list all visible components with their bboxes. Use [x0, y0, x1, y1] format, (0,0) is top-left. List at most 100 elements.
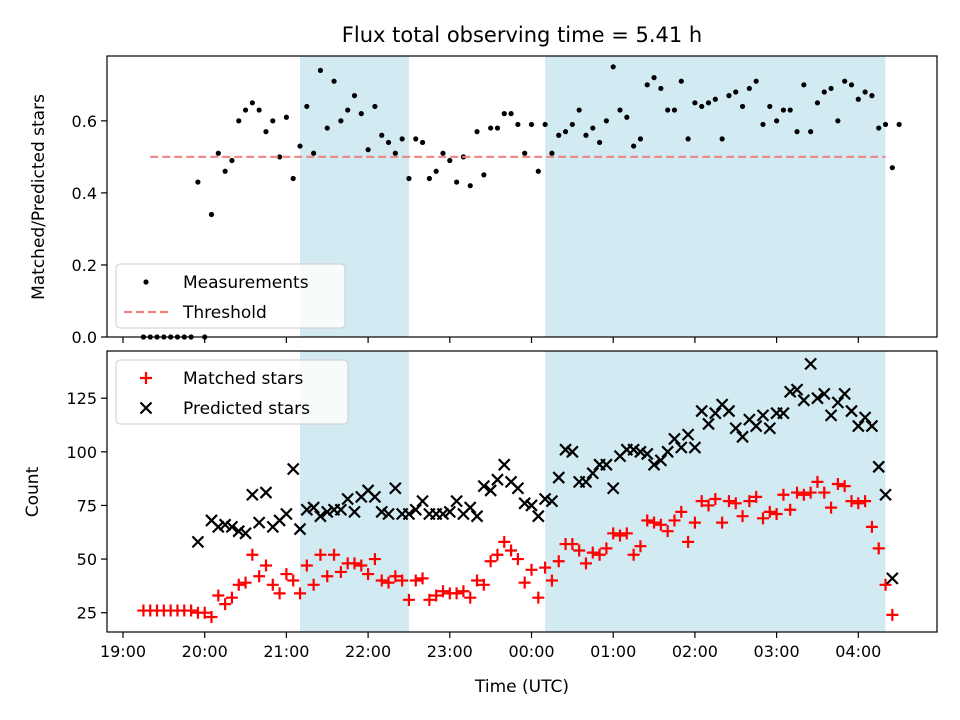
- measurement-point: [814, 100, 821, 106]
- matched-star-point: [545, 574, 558, 587]
- measurement-point: [256, 107, 262, 113]
- measurement-point: [311, 150, 317, 156]
- predicted-star-point: [314, 509, 327, 523]
- measurement-point: [842, 78, 848, 84]
- measurement-point: [297, 143, 303, 149]
- predicted-star-point: [817, 387, 831, 401]
- predicted-star-point: [246, 488, 259, 501]
- matched-star-point: [566, 538, 579, 551]
- measurement-point: [855, 96, 861, 102]
- predicted-star-point: [722, 404, 736, 418]
- predicted-star-point: [212, 520, 225, 534]
- matched-star-point: [586, 546, 599, 559]
- matched-star-point: [865, 520, 878, 533]
- chart-title: Flux total observing time = 5.41 h: [342, 23, 702, 47]
- measurement-point: [528, 121, 535, 128]
- matched-star-point: [348, 557, 361, 570]
- predicted-star-point: [218, 518, 232, 532]
- matched-star-point: [375, 574, 388, 587]
- matched-star-point: [859, 495, 872, 508]
- measurement-point: [665, 107, 671, 113]
- legend-box: [115, 359, 349, 425]
- measurement-point: [447, 157, 453, 164]
- x-tick-label: 04:00: [835, 642, 881, 661]
- matched-star-point: [436, 585, 449, 598]
- predicted-star-point: [695, 404, 708, 418]
- measurement-point: [699, 103, 705, 110]
- bottom-y-axis-label: Count: [23, 466, 43, 517]
- measurement-point: [236, 118, 242, 124]
- matched-star-point: [287, 574, 300, 587]
- measurement-point: [481, 172, 487, 178]
- measurement-point: [658, 85, 664, 92]
- measurement-point: [569, 121, 575, 128]
- predicted-star-point: [852, 419, 865, 433]
- matched-star-point: [614, 529, 627, 542]
- x-tick-label: 01:00: [590, 642, 636, 661]
- legend-label: Threshold: [182, 303, 267, 323]
- matched-star-point: [409, 574, 422, 587]
- matched-star-point: [334, 565, 347, 578]
- measurement-point: [835, 118, 841, 124]
- measurement-point: [753, 78, 759, 84]
- measurement-point: [338, 118, 344, 124]
- measurement-point: [276, 154, 283, 160]
- predicted-star-point: [749, 419, 763, 433]
- matched-star-point: [661, 525, 674, 538]
- measurement-point: [644, 82, 650, 88]
- matched-star-point: [607, 527, 620, 540]
- matched-star-point: [702, 499, 715, 512]
- predicted-star-point: [389, 482, 402, 495]
- matched-star-point: [682, 535, 695, 548]
- matched-star-point: [328, 548, 341, 561]
- matched-star-point: [518, 576, 531, 589]
- matched-star-point: [450, 587, 463, 600]
- matched-star-point: [225, 591, 238, 604]
- matched-star-point: [716, 516, 729, 529]
- matched-star-point: [743, 495, 756, 508]
- measurement-point: [365, 147, 371, 153]
- measurement-point: [324, 125, 330, 131]
- matched-star-point: [300, 559, 313, 572]
- matched-star-point: [552, 555, 565, 568]
- measurement-point: [631, 143, 637, 149]
- measurement-point: [419, 139, 426, 146]
- matched-star-point: [253, 570, 266, 583]
- predicted-star-point: [552, 471, 566, 484]
- matched-star-point: [600, 542, 613, 555]
- measurement-point: [637, 136, 644, 142]
- y-tick-label: 25: [77, 604, 97, 623]
- matched-star-point: [579, 557, 592, 570]
- predicted-star-point: [559, 443, 572, 456]
- legend-marker-predicted: [139, 401, 153, 415]
- predicted-star-point: [634, 445, 647, 459]
- measurement-point: [705, 100, 712, 106]
- predicted-star-point: [586, 466, 600, 480]
- measurement-point: [617, 107, 623, 113]
- measurement-point: [869, 93, 875, 99]
- matched-star-point: [620, 527, 633, 540]
- measurement-point: [774, 118, 780, 124]
- matched-star-point: [791, 486, 804, 499]
- predicted-star-point: [436, 507, 450, 521]
- x-tick-label: 22:00: [345, 642, 391, 661]
- legend-box: [115, 263, 346, 329]
- measurement-point: [746, 85, 752, 92]
- predicted-star-point: [286, 462, 300, 476]
- measurement-point: [556, 132, 562, 138]
- predicted-star-point: [566, 445, 579, 459]
- measurement-point: [345, 107, 351, 113]
- x-tick-label: 19:00: [100, 642, 146, 661]
- measurement-point: [406, 175, 412, 182]
- measurement-point: [542, 121, 548, 128]
- matched-star-point: [756, 512, 769, 525]
- measurement-point: [828, 85, 834, 92]
- predicted-star-point: [409, 503, 423, 517]
- predicted-star-point: [511, 482, 525, 495]
- matched-star-point: [729, 497, 742, 510]
- matched-star-point: [872, 542, 885, 555]
- measurement-point: [208, 211, 215, 218]
- predicted-star-point: [654, 454, 668, 467]
- matched-star-point: [539, 561, 552, 574]
- measurement-point: [358, 111, 364, 117]
